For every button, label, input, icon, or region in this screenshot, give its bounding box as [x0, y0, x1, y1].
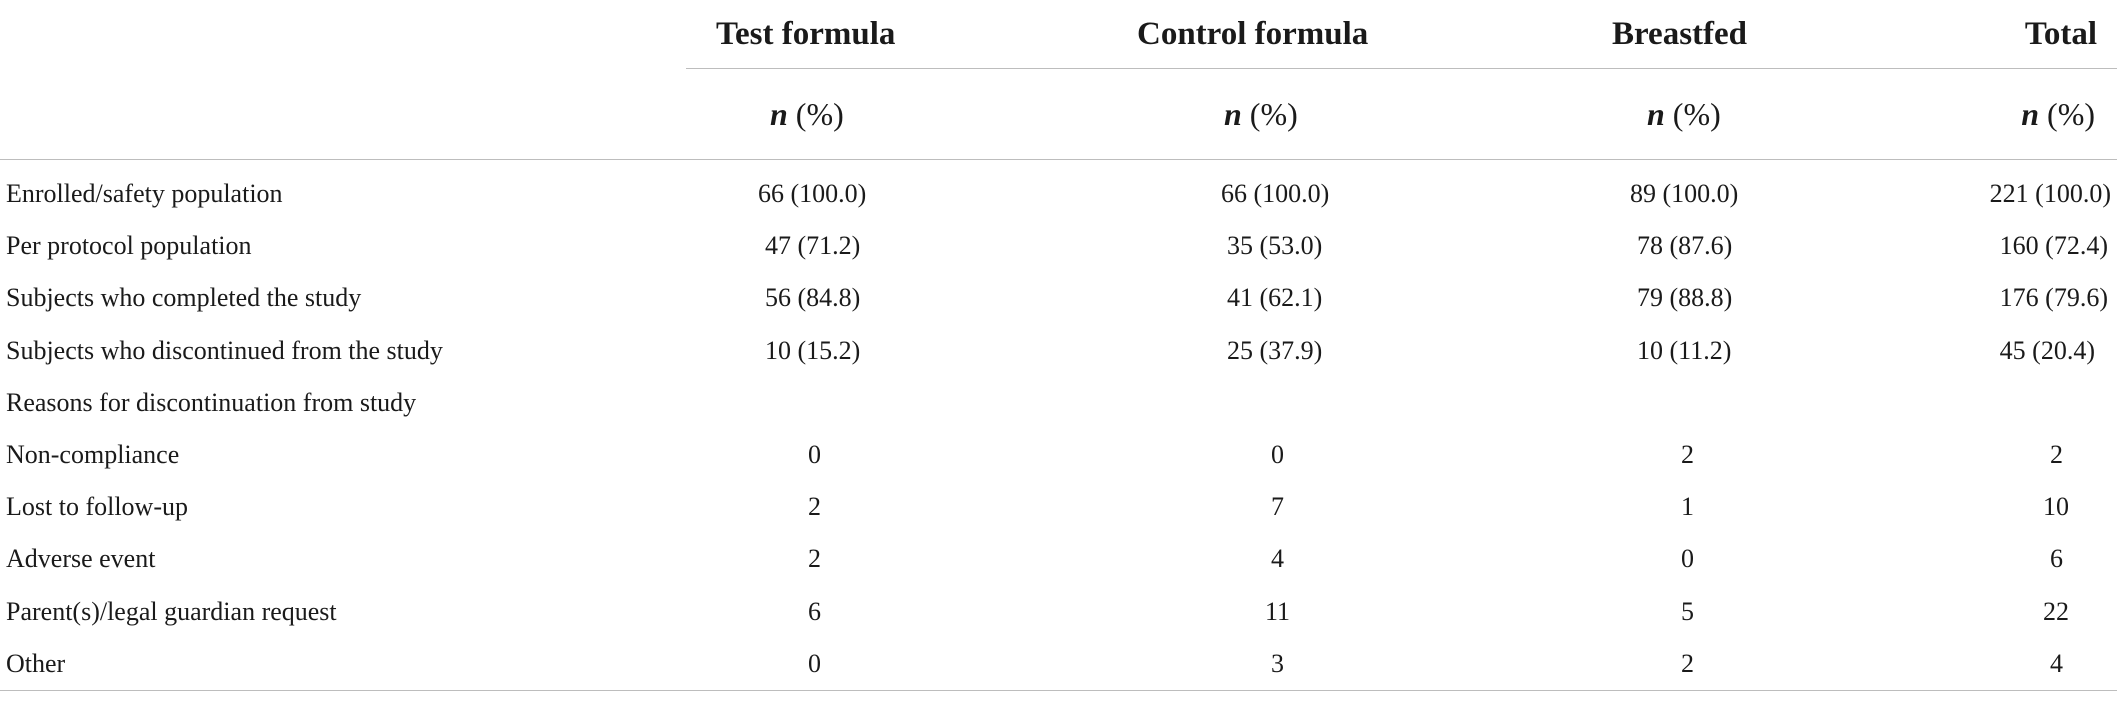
row-label: Subjects who discontinued from the study [6, 335, 443, 365]
table-row: Subjects who discontinued from the study… [0, 325, 2117, 377]
header-total: Total [1821, 0, 2117, 69]
cell-test-formula: 10 (15.2) [765, 335, 861, 365]
unit-n-letter: n [770, 95, 788, 132]
cell-control-formula: 4 [1271, 544, 1284, 574]
unit-percent: (%) [1664, 95, 1721, 132]
table-row: Parent(s)/legal guardian request 6 11 5 … [0, 586, 2117, 638]
cell-total: 160 (72.4) [1999, 231, 2108, 261]
cell-total: 176 (79.6) [1999, 283, 2108, 313]
cell-total [1821, 377, 2117, 429]
header-unit-breastfed: n (%) [1486, 68, 1821, 160]
cell-breastfed: 1 [1681, 492, 1694, 522]
header-unit-row: n (%) n (%) n (%) n (%) [0, 68, 2117, 160]
cell-control-formula: 35 (53.0) [1227, 231, 1323, 261]
row-label: Non-compliance [6, 440, 180, 470]
cell-control-formula: 11 [1265, 596, 1291, 626]
cell-breastfed: 10 (11.2) [1637, 335, 1732, 365]
cell-test-formula: 2 [808, 544, 821, 574]
cell-breastfed: 5 [1681, 596, 1694, 626]
table-row: Enrolled/safety population 66 (100.0) 66… [0, 160, 2117, 221]
cell-test-formula: 2 [808, 492, 821, 522]
cell-test-formula: 6 [808, 596, 821, 626]
cell-total: 22 [2043, 596, 2069, 626]
cell-total: 221 (100.0) [1989, 179, 2111, 209]
table-row: Subjects who completed the study 56 (84.… [0, 272, 2117, 324]
cell-breastfed: 89 (100.0) [1630, 179, 1739, 209]
row-label: Reasons for discontinuation from study [6, 387, 417, 417]
unit-n-letter: n [1647, 95, 1665, 132]
cell-control-formula: 3 [951, 637, 1486, 691]
cell-test-formula: 47 (71.2) [765, 231, 861, 261]
cell-breastfed: 2 [1681, 440, 1694, 470]
table-row: Per protocol population 47 (71.2) 35 (53… [0, 220, 2117, 272]
header-test-formula: Test formula [686, 0, 951, 69]
row-label: Parent(s)/legal guardian request [6, 596, 337, 626]
row-label: Enrolled/safety population [6, 179, 283, 209]
cell-total: 45 (20.4) [1999, 335, 2095, 365]
unit-percent: (%) [1241, 95, 1298, 132]
cell-test-formula: 56 (84.8) [765, 283, 861, 313]
table-header: Test formula Control formula Breastfed T… [0, 0, 2117, 160]
header-corner-cell [0, 0, 686, 69]
table-row: Reasons for discontinuation from study [0, 377, 2117, 429]
cell-control-formula [951, 377, 1486, 429]
cell-control-formula: 7 [1271, 492, 1284, 522]
cell-total: 10 [2043, 492, 2069, 522]
row-label: Lost to follow-up [6, 492, 188, 522]
row-label: Adverse event [6, 544, 156, 574]
unit-percent: (%) [787, 95, 844, 132]
cell-total: 4 [1821, 637, 2117, 691]
cell-breastfed [1486, 377, 1821, 429]
cell-total: 2 [2050, 440, 2063, 470]
cell-test-formula [686, 377, 951, 429]
table-row: Lost to follow-up 2 7 1 10 [0, 481, 2117, 533]
cell-control-formula: 41 (62.1) [1227, 283, 1323, 313]
cell-breastfed: 0 [1681, 544, 1694, 574]
table-row: Adverse event 2 4 0 6 [0, 533, 2117, 585]
table-row: Other 0 3 2 4 [0, 637, 2117, 691]
header-breastfed: Breastfed [1486, 0, 1821, 69]
header-unit-control: n (%) [951, 68, 1486, 160]
header-group-row: Test formula Control formula Breastfed T… [0, 0, 2117, 69]
row-label: Per protocol population [6, 231, 252, 261]
study-disposition-table: Test formula Control formula Breastfed T… [0, 0, 2117, 691]
row-label: Other [0, 637, 686, 691]
cell-test-formula: 66 (100.0) [758, 179, 867, 209]
cell-test-formula: 0 [808, 440, 821, 470]
unit-percent: (%) [2039, 95, 2095, 132]
header-unit-test: n (%) [686, 68, 951, 160]
row-label: Subjects who completed the study [6, 283, 362, 313]
cell-breastfed: 78 (87.6) [1637, 231, 1733, 261]
cell-breastfed: 2 [1486, 637, 1821, 691]
table-row: Non-compliance 0 0 2 2 [0, 429, 2117, 481]
cell-breastfed: 79 (88.8) [1637, 283, 1733, 313]
cell-control-formula: 0 [1271, 440, 1284, 470]
unit-n-letter: n [2021, 95, 2040, 132]
header-control-formula: Control formula [951, 0, 1486, 69]
unit-n-letter: n [1224, 95, 1242, 132]
header-unit-total: n (%) [1821, 68, 2117, 160]
cell-total: 6 [2050, 544, 2063, 574]
cell-test-formula: 0 [686, 637, 951, 691]
cell-control-formula: 25 (37.9) [1227, 335, 1323, 365]
table-body: Enrolled/safety population 66 (100.0) 66… [0, 160, 2117, 691]
cell-control-formula: 66 (100.0) [1221, 179, 1330, 209]
header-unit-blank [0, 68, 686, 160]
